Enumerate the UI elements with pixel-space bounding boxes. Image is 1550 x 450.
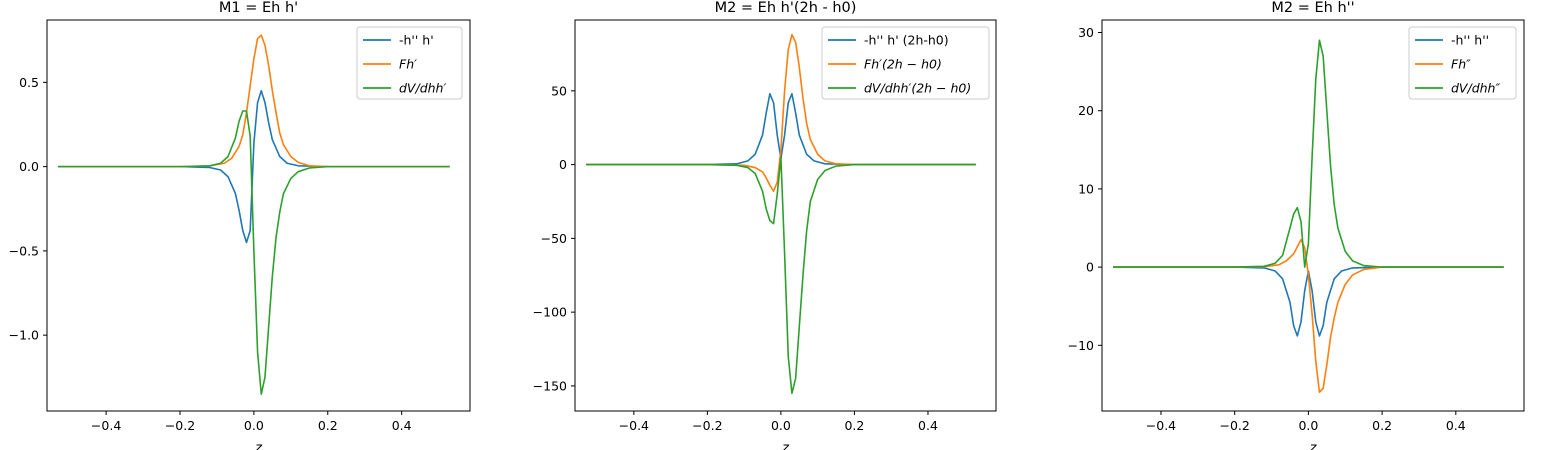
x-tick-label: 0.4 [918, 418, 938, 433]
chart-panel-1: −0.4 −0.2 0.0 0.2 0.4 −1.0 −0.5 0.0 0.5 M1 = Eh h… [9, 0, 471, 450]
legend-label-1: -h'' h' (2h-h0) [864, 33, 949, 48]
y-tick-label: 30 [1078, 25, 1094, 40]
series-line-2 [1113, 238, 1504, 394]
chart-panel-2: −0.4 −0.2 0.0 0.2 0.4 −150 −100 −50 0 50 M2 = Eh h… [533, 0, 997, 450]
series-line-2 [586, 33, 976, 192]
series-line-2 [58, 34, 450, 168]
x-tick-label: 0.2 [844, 418, 864, 433]
y-tick-label: 0.5 [19, 75, 39, 90]
legend-label-3: dV/dhh′(2h − h0) [864, 81, 971, 96]
y-tick-label: 0 [1086, 260, 1094, 275]
y-tick-label: −1.0 [9, 328, 39, 343]
series-line-1 [58, 89, 450, 244]
chart-title: M2 = Eh h'(2h - h0) [715, 0, 857, 16]
legend-label-2: Fh″ [1451, 57, 1471, 72]
series-line-3 [58, 110, 450, 395]
series-line-3 [1113, 39, 1504, 268]
y-tick-label: 0.0 [19, 159, 39, 174]
y-tick-label: −100 [533, 305, 567, 320]
chart-title: M2 = Eh h'' [1271, 0, 1354, 16]
y-tick-label: −0.5 [9, 243, 39, 258]
legend-box [821, 26, 990, 100]
x-tick-label: 0.0 [244, 418, 264, 433]
legend-label-3: dV/dhh″ [1451, 81, 1500, 96]
legend-label-2: Fh′ [399, 57, 417, 72]
x-tick-label: −0.2 [165, 418, 195, 433]
x-tick-label: −0.4 [619, 418, 649, 433]
x-tick-label: −0.4 [91, 418, 121, 433]
plot-frame [46, 19, 471, 412]
legend-box [356, 26, 463, 100]
legend-label-2: Fh′(2h − h0) [864, 57, 942, 72]
legend-label-3: dV/dhh′ [399, 81, 446, 96]
chart-panel-3: −0.4 −0.2 0.0 0.2 0.4 −10 0 10 20 30 M2 = Eh h'' z -… [1068, 0, 1525, 450]
y-tick-label: −10 [1068, 338, 1094, 353]
y-tick-label: 0 [559, 157, 567, 172]
plot-frame [1101, 19, 1525, 412]
plot-frame [574, 19, 997, 412]
legend: -h'' h'' Fh″ dV/dhh″ [1408, 26, 1517, 100]
y-tick-label: −50 [541, 231, 567, 246]
x-tick-label: 0.2 [1372, 418, 1392, 433]
x-tick-label: −0.4 [1146, 418, 1176, 433]
x-tick-label: −0.2 [1220, 418, 1250, 433]
x-axis-label: z [254, 441, 263, 450]
legend: -h'' h' Fh′ dV/dhh′ [356, 26, 463, 100]
x-tick-label: 0.0 [1298, 418, 1318, 433]
x-tick-label: −0.2 [692, 418, 722, 433]
y-tick-label: 20 [1078, 103, 1094, 118]
y-tick-label: −150 [533, 378, 567, 393]
x-tick-label: 0.4 [392, 418, 412, 433]
y-tick-label: 50 [551, 83, 567, 98]
x-tick-label: 0.4 [1446, 418, 1466, 433]
legend-box [1408, 26, 1517, 100]
x-axis-label: z [1309, 441, 1318, 450]
x-tick-label: 0.0 [771, 418, 791, 433]
chart-title: M1 = Eh h' [219, 0, 298, 16]
series-line-3 [586, 156, 976, 395]
y-tick-label: 10 [1078, 181, 1094, 196]
x-tick-label: 0.2 [318, 418, 338, 433]
x-axis-label: z [781, 441, 790, 450]
legend: -h'' h' (2h-h0) Fh′(2h − h0) dV/dhh′(2h − … [821, 26, 990, 100]
legend-label-1: -h'' h'' [1451, 33, 1489, 48]
legend-label-1: -h'' h' [399, 33, 434, 48]
